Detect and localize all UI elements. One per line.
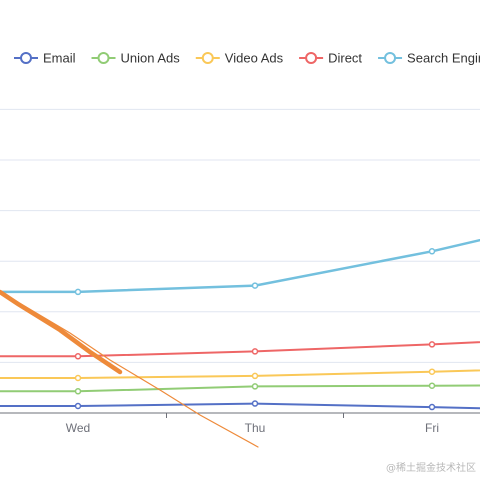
data-point-search-engine-fri[interactable] [428,248,436,255]
x-tick-label-fri: Fri [425,421,439,435]
data-point-email-fri[interactable] [428,403,436,411]
data-point-video-ads-wed[interactable] [74,374,82,382]
data-point-video-ads-thu[interactable] [251,372,259,380]
legend-marker-icon [97,52,110,64]
series-line-video-ads [0,369,480,379]
legend[interactable]: Email Union Ads Video Ads Direct Search Engi… [14,51,480,66]
data-point-search-engine-wed[interactable] [74,288,82,296]
legend-marker-icon [305,52,318,64]
data-point-email-wed[interactable] [74,402,82,410]
legend-marker-icon [20,52,32,64]
data-point-union-ads-fri[interactable] [428,382,436,389]
legend-label: Union Ads [121,51,181,66]
data-point-search-engine-thu[interactable] [251,282,259,289]
legend-label: Email [43,51,76,66]
data-point-direct-wed[interactable] [74,353,82,360]
legend-item-union-ads[interactable]: Union Ads [91,51,181,66]
legend-item-direct[interactable]: Direct [299,51,362,66]
legend-item-video-ads[interactable]: Video Ads [195,51,284,66]
legend-label: Video Ads [225,51,284,66]
x-axis: Wed Thu Fri [0,412,480,435]
data-point-email-thu[interactable] [251,400,259,407]
data-point-union-ads-wed[interactable] [74,388,82,395]
data-point-direct-thu[interactable] [251,348,259,355]
legend-label: Search Engine [407,51,480,66]
series-line-union-ads [0,384,480,393]
legend-marker-icon [384,52,397,64]
data-point-union-ads-thu[interactable] [251,383,259,390]
legend-item-search-engine[interactable]: Search Engine [378,51,480,66]
data-point-video-ads-fri[interactable] [428,368,436,375]
legend-item-email[interactable]: Email [14,51,76,66]
legend-marker-icon [201,52,214,64]
annotation-arrow [0,289,259,448]
series-lines [0,238,480,411]
x-tick-label-wed: Wed [66,421,90,435]
legend-label: Direct [328,51,362,66]
annotation-stroke-thick [0,289,123,375]
series-line-search-engine [0,238,480,294]
grid-lines [0,108,480,363]
x-tick-label-thu: Thu [245,421,266,435]
series-line-email [0,402,480,410]
watermark: @稀土掘金技术社区 [386,463,476,474]
data-point-direct-fri[interactable] [428,341,436,348]
